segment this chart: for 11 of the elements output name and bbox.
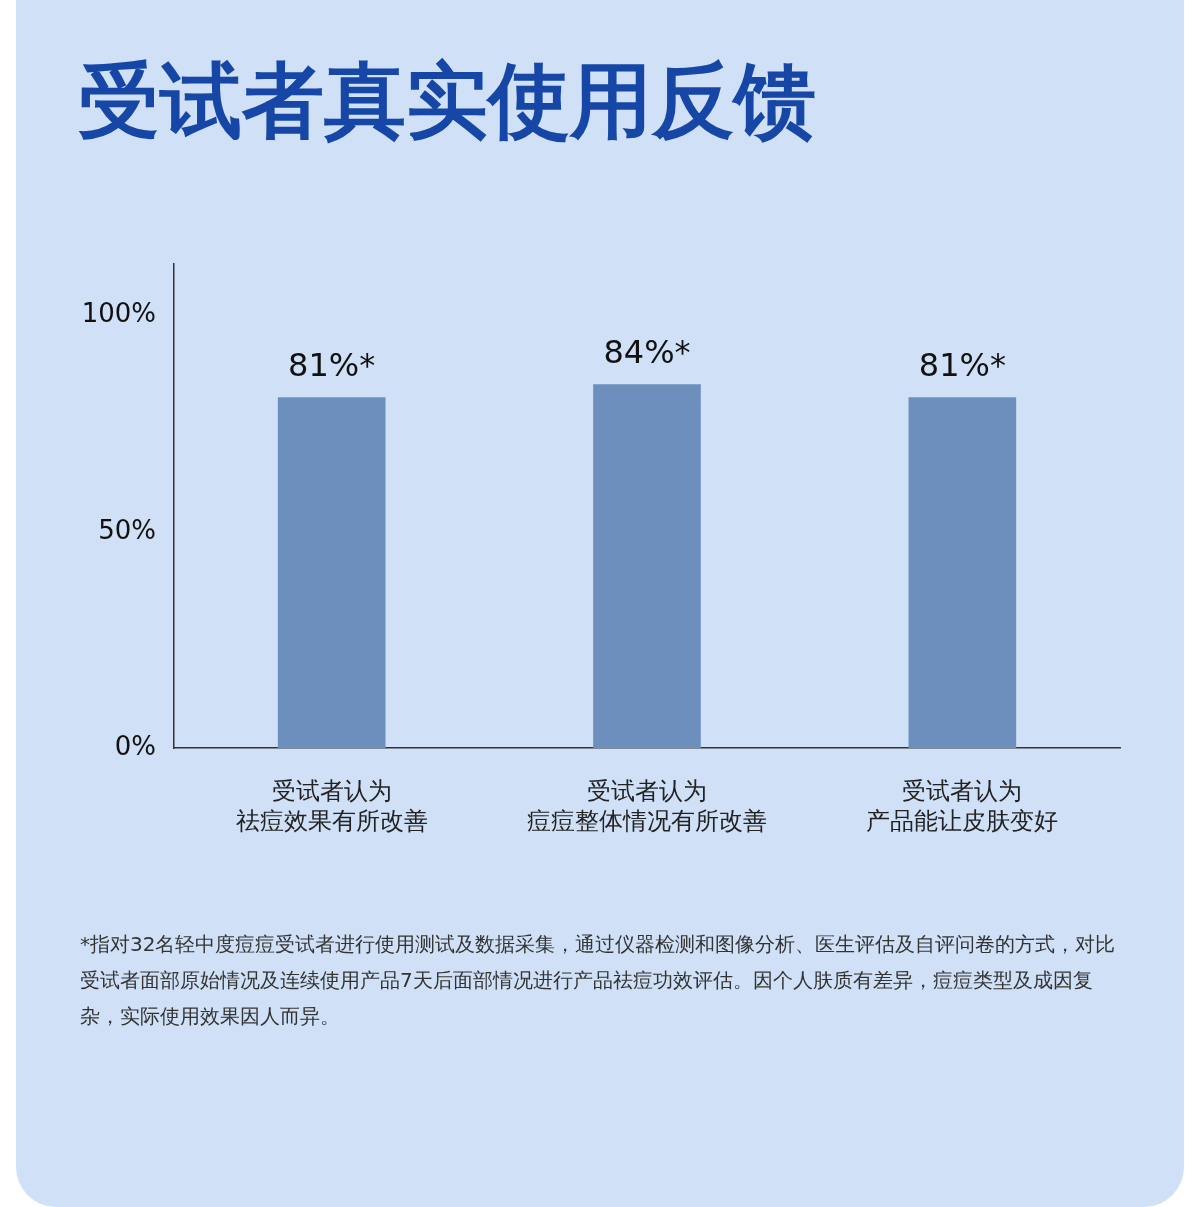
y-tick-label: 0%: [114, 730, 156, 761]
y-tick-label: 50%: [98, 514, 156, 545]
x-tick-label: 受试者认为祛痘效果有所改善: [235, 777, 428, 836]
data-label: 81%*: [288, 345, 376, 384]
text: *指对32名轻中度痘痘受试者进行使用测试及数据采集，通过仪器检测和图像分析、医生评估及自评问卷的方式，对比受试者面部原始情况及连续使用产品7天后面部情况进行产品祛痘功效评估。因个人肤质有差异，痘痘类型及成因复杂，实际使用效果因人而异。: [80, 931, 1117, 1030]
data-label: 84%*: [603, 333, 691, 372]
x-tick-label: 受试者认为痘痘整体情况有所改善: [527, 777, 767, 836]
y-tick-label: 100%: [81, 298, 156, 329]
chart-title: 受试者真实使用反馈: [78, 52, 816, 150]
data-label: 81%*: [918, 345, 1006, 384]
x-tick-label: 受试者认为产品能让皮肤变好: [866, 777, 1059, 836]
